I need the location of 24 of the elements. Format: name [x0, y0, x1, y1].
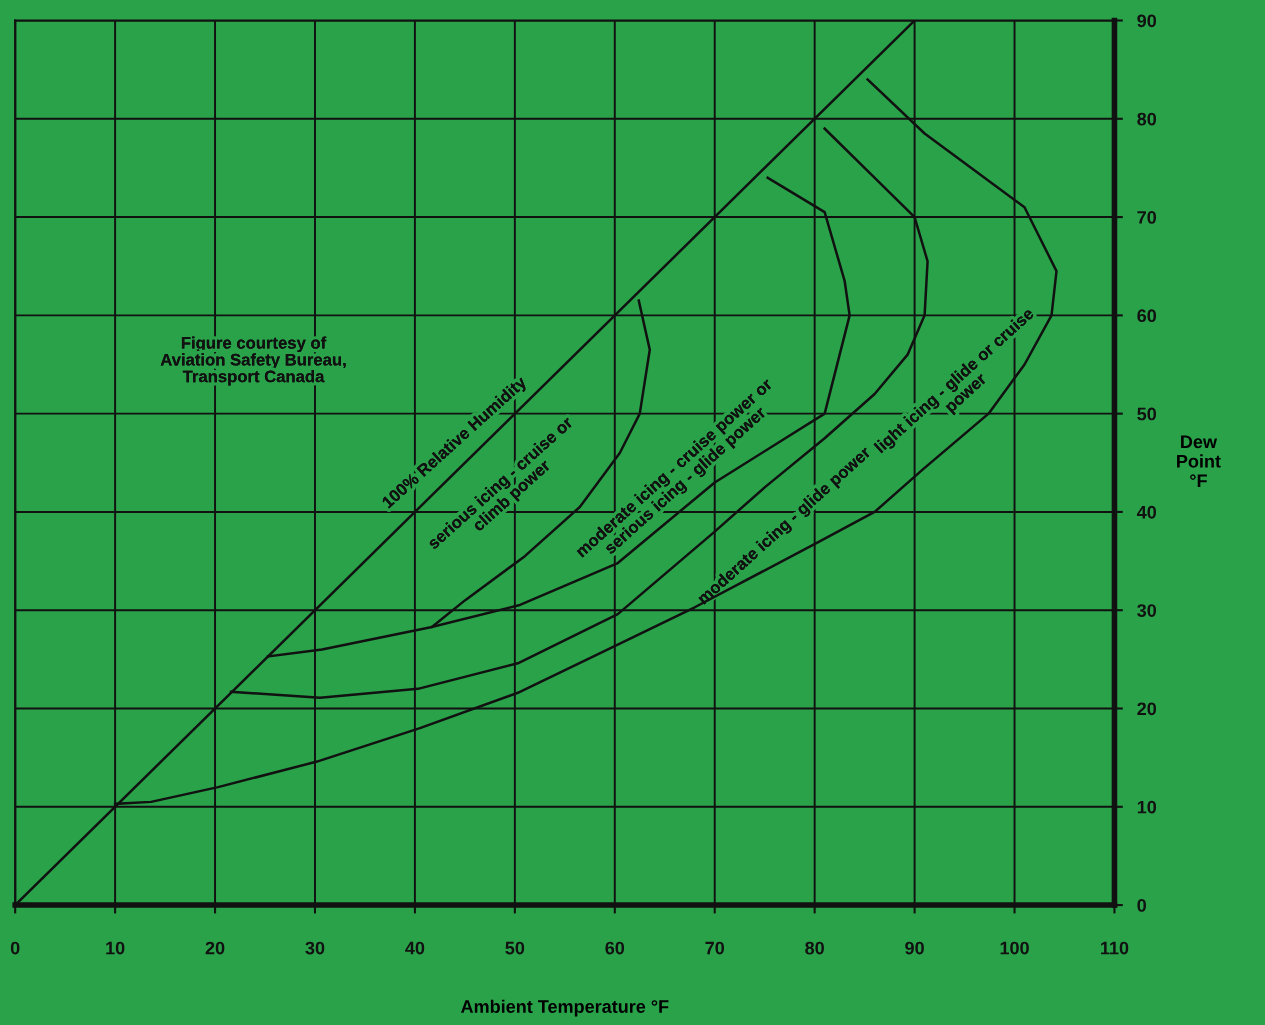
x-tick-label: 40	[405, 941, 425, 955]
y-tick-label: 0	[1137, 899, 1146, 912]
x-tick-label: 0	[10, 941, 20, 955]
y-tick-label: 90	[1137, 14, 1157, 28]
x-tick-label: 20	[205, 941, 225, 955]
x-tick-label: 80	[805, 941, 824, 955]
y-tick-label: 50	[1137, 407, 1157, 421]
y-axis-title: Dew Point °F	[1177, 435, 1221, 487]
y-tick-label: 30	[1137, 604, 1157, 617]
x-tick-label: 110	[1101, 941, 1129, 955]
x-tick-label: 100	[1000, 941, 1029, 955]
y-tick-label: 80	[1137, 112, 1157, 126]
x-tick-label: 90	[905, 941, 924, 955]
y-tick-label: 60	[1137, 309, 1157, 323]
y-tick-label: 70	[1137, 211, 1157, 224]
y-tick-label: 40	[1136, 505, 1157, 519]
x-tick-label: 30	[305, 941, 325, 955]
x-tick-label: 60	[605, 941, 625, 955]
y-tick-label: 10	[1137, 800, 1157, 814]
x-axis-title: Ambient Temperature °F	[461, 999, 669, 1017]
x-tick-label: 10	[106, 941, 125, 955]
x-tick-label: 50	[505, 941, 525, 955]
x-tick-label: 70	[705, 941, 725, 955]
y-tick-label: 20	[1137, 702, 1157, 716]
